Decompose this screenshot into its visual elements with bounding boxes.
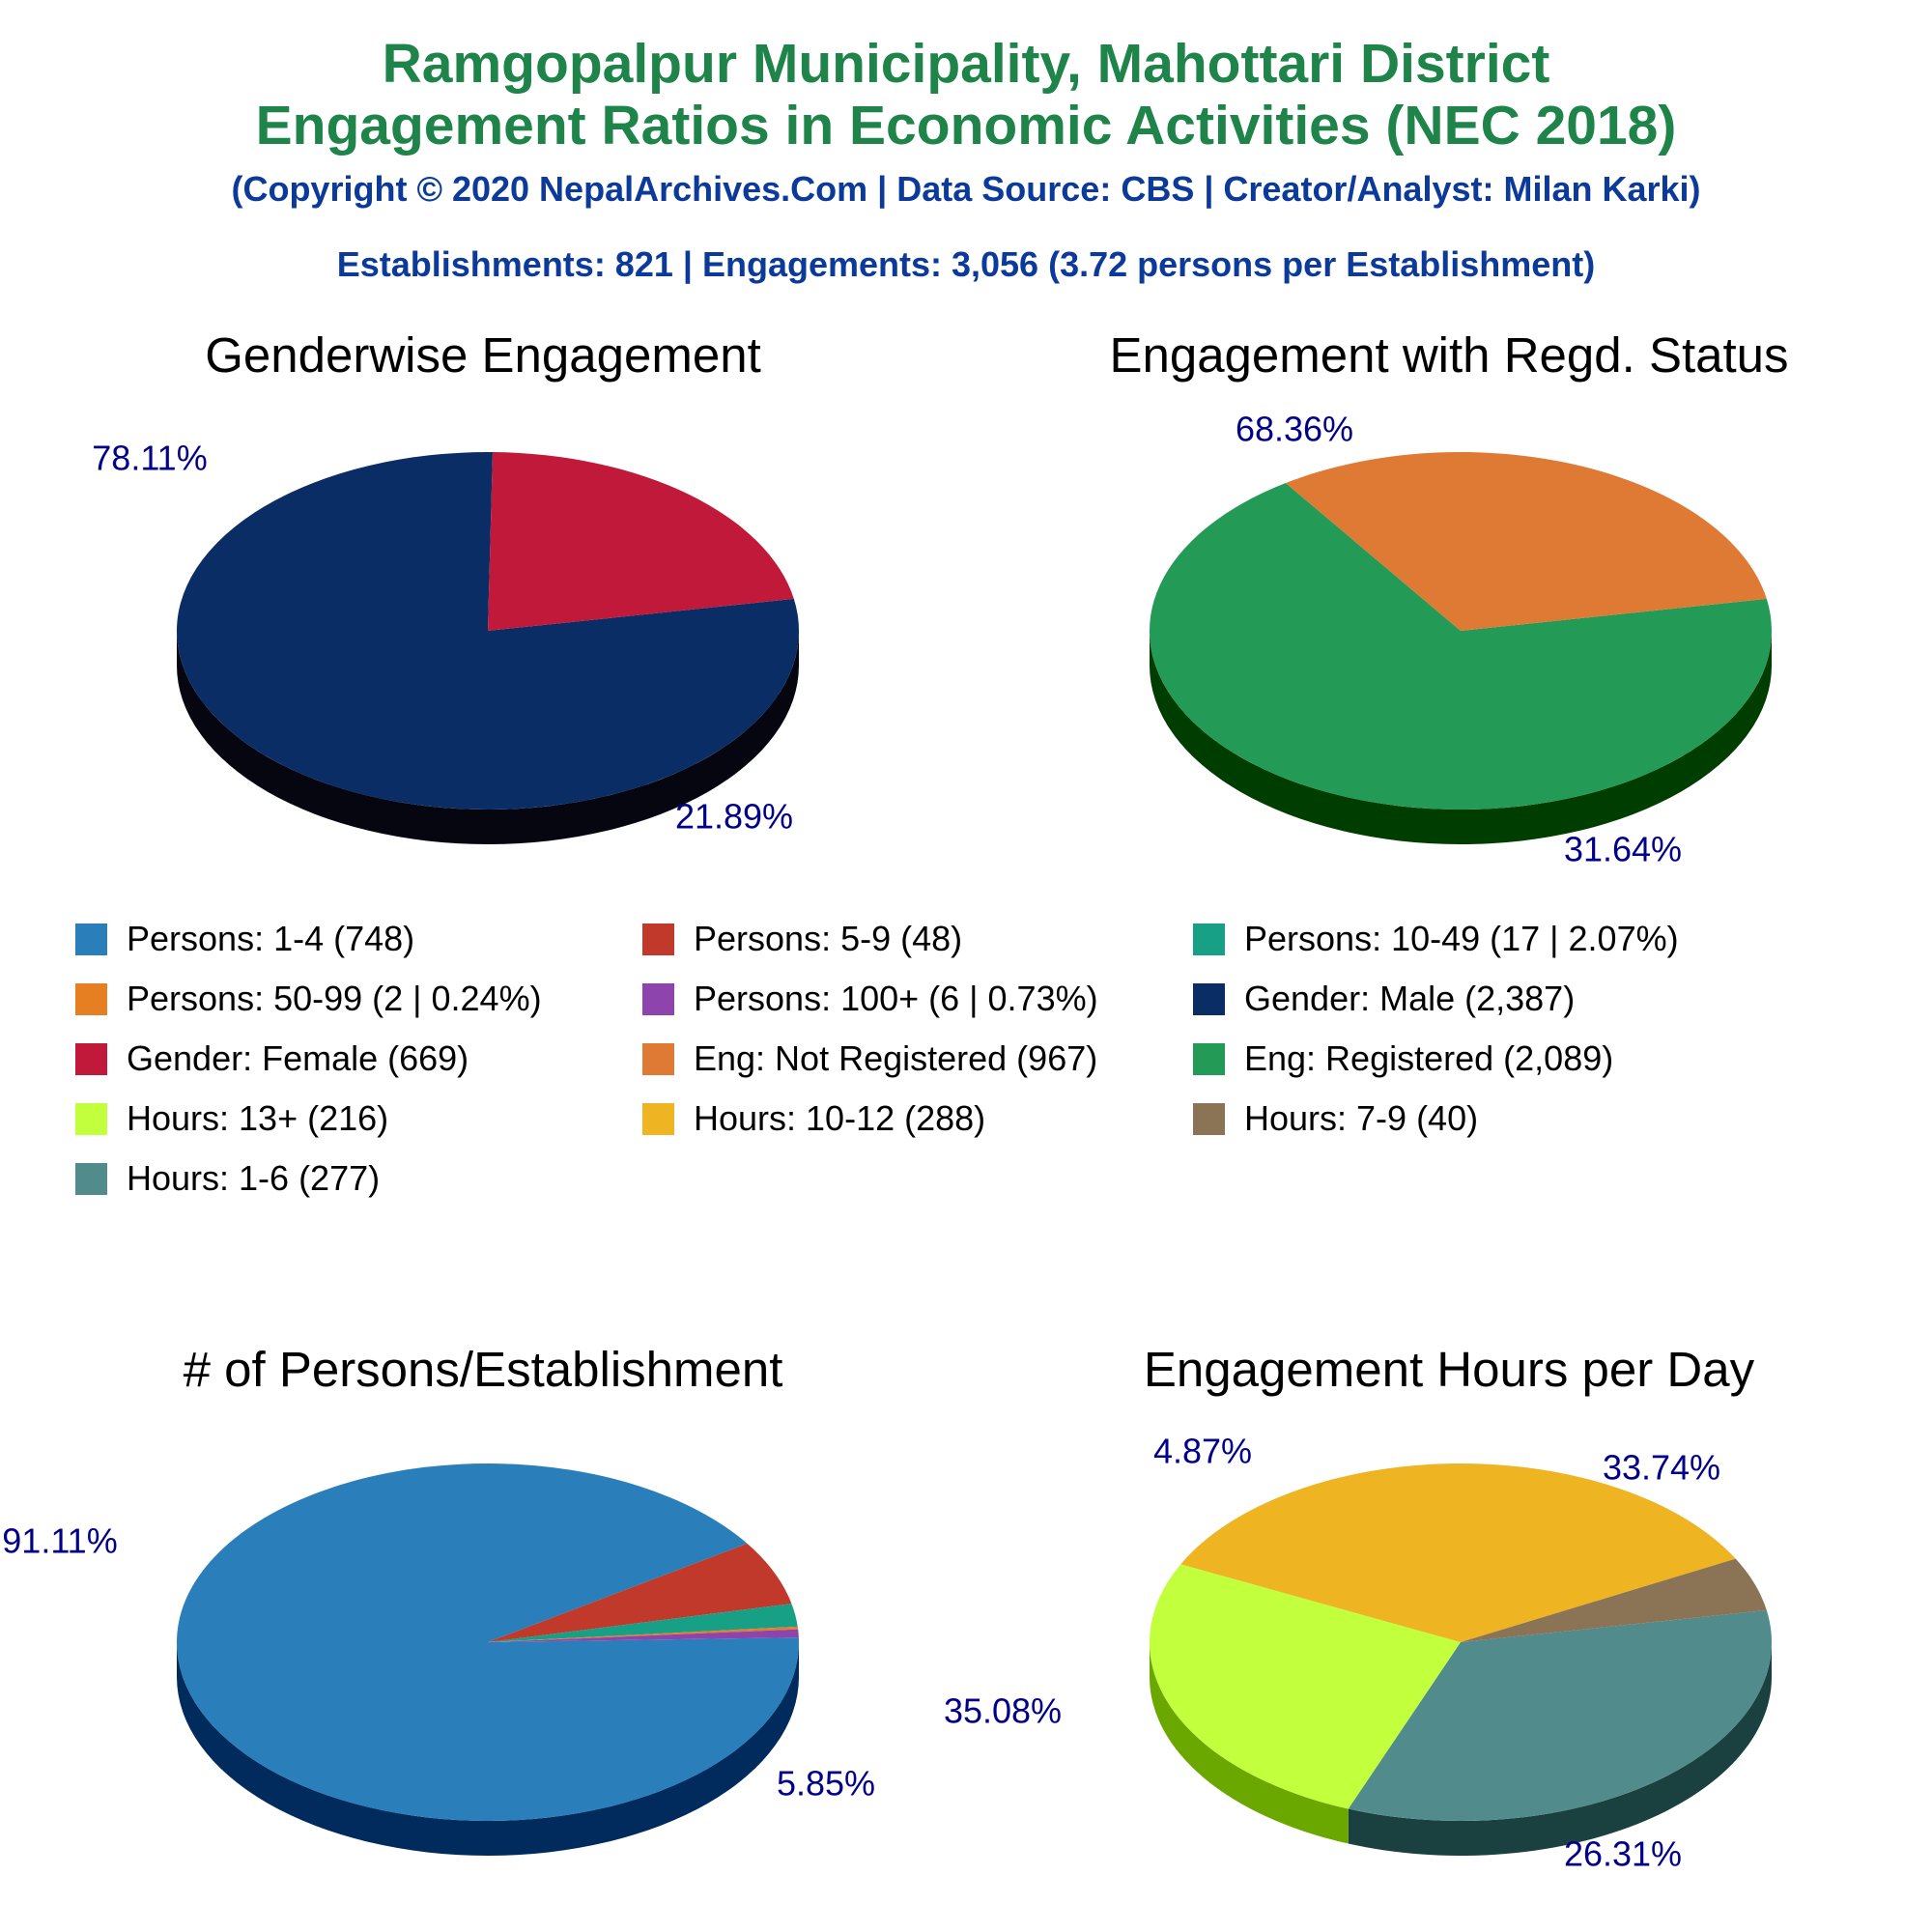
legend-swatch xyxy=(1193,923,1225,955)
pie-slice xyxy=(488,1629,799,1642)
legend-swatch xyxy=(75,982,107,1015)
legend-swatch xyxy=(1193,1042,1225,1075)
legend-label: Persons: 10-49 (17 | 2.07%) xyxy=(1244,919,1679,958)
legend-label: Hours: 7-9 (40) xyxy=(1244,1098,1479,1138)
pie-title-persons: # of Persons/Establishment xyxy=(183,1342,783,1397)
pie-slice xyxy=(488,1604,798,1642)
legend-item: Hours: 10-12 (288) xyxy=(642,1096,985,1141)
legend-item: Persons: 5-9 (48) xyxy=(642,917,962,961)
legend-label: Hours: 13+ (216) xyxy=(127,1098,389,1138)
chart-title-line-1: Ramgopalpur Municipality, Mahottari Dist… xyxy=(382,33,1550,95)
pie-slice xyxy=(1150,1564,1461,1809)
legend-label: Gender: Female (669) xyxy=(127,1038,469,1078)
legend-label: Eng: Registered (2,089) xyxy=(1244,1038,1614,1078)
legend-swatch xyxy=(1193,1102,1225,1135)
legend-label: Eng: Not Registered (967) xyxy=(694,1038,1098,1078)
pie-percent-label: 21.89% xyxy=(675,797,793,837)
legend-label: Persons: 100+ (6 | 0.73%) xyxy=(694,979,1098,1018)
pie-slice-side xyxy=(177,631,799,844)
pie-slice-side xyxy=(1150,631,1772,844)
pie-slice xyxy=(1180,1463,1736,1642)
pie-title-registration: Engagement with Regd. Status xyxy=(1109,327,1789,383)
pie-percent-label: 35.08% xyxy=(944,1691,1062,1731)
pie-slice-side xyxy=(1150,1642,1349,1844)
pie-slice xyxy=(1285,451,1767,631)
pie-slice xyxy=(488,1626,799,1642)
pie-title-gender: Genderwise Engagement xyxy=(205,327,761,383)
legend-item: Hours: 1-6 (277) xyxy=(75,1156,380,1201)
pie-chart: 68.36% 31.64% xyxy=(1150,410,1772,869)
legend-label: Hours: 10-12 (288) xyxy=(694,1098,986,1138)
legend-item: Persons: 50-99 (2 | 0.24%) xyxy=(75,977,542,1021)
legend-swatch xyxy=(75,1102,107,1135)
legend-swatch xyxy=(75,1042,107,1075)
legend-item: Hours: 7-9 (40) xyxy=(1193,1096,1478,1141)
summary-line: Establishments: 821 | Engagements: 3,056… xyxy=(336,244,1596,284)
legend-item: Persons: 1-4 (748) xyxy=(75,917,414,961)
pie-slice xyxy=(176,452,799,810)
pie-slice xyxy=(488,1543,792,1642)
pie-chart: 33.74% 26.31% 35.08% 4.87% xyxy=(944,1432,1773,1874)
legend-item: Gender: Male (2,387) xyxy=(1193,977,1575,1021)
chart-title-line-2: Engagement Ratios in Economic Activities… xyxy=(255,95,1677,156)
pie-percent-label: 78.11% xyxy=(92,439,207,478)
legend-label: Persons: 1-4 (748) xyxy=(127,919,415,958)
legend-item: Persons: 100+ (6 | 0.73%) xyxy=(642,977,1098,1021)
copyright-line: (Copyright © 2020 NepalArchives.Com | Da… xyxy=(231,169,1701,209)
legend-item: Gender: Female (669) xyxy=(75,1037,469,1081)
legend-swatch xyxy=(75,1162,107,1195)
pie-percent-label: 31.64% xyxy=(1564,830,1682,869)
legend-item: Eng: Not Registered (967) xyxy=(642,1037,1097,1081)
legend-swatch xyxy=(75,923,107,955)
legend-label: Persons: 5-9 (48) xyxy=(694,919,963,958)
pie-percent-label: 33.74% xyxy=(1603,1448,1720,1488)
legend-swatch xyxy=(642,923,674,955)
legend-item: Eng: Registered (2,089) xyxy=(1193,1037,1613,1081)
pie-slice xyxy=(1348,1609,1773,1822)
legend-label: Gender: Male (2,387) xyxy=(1244,979,1576,1018)
legend-item: Persons: 10-49 (17 | 2.07%) xyxy=(1193,917,1679,961)
legend-label: Persons: 50-99 (2 | 0.24%) xyxy=(127,979,542,1018)
pie-percent-label: 5.85% xyxy=(777,1764,875,1804)
pie-percent-label: 91.11% xyxy=(2,1521,117,1561)
legend-item: Hours: 13+ (216) xyxy=(75,1096,388,1141)
legend-swatch xyxy=(1193,982,1225,1015)
legend-label: Hours: 1-6 (277) xyxy=(127,1158,381,1198)
pie-percent-label: 68.36% xyxy=(1236,410,1353,449)
legend-swatch xyxy=(642,1102,674,1135)
pie-chart: 78.11% 21.89% xyxy=(92,439,799,844)
pie-slice xyxy=(1150,483,1772,810)
legend-swatch xyxy=(642,1042,674,1075)
legend-swatch xyxy=(642,982,674,1015)
pie-percent-label: 4.87% xyxy=(1153,1432,1252,1471)
pie-slice xyxy=(1461,1558,1767,1642)
pie-percent-label: 26.31% xyxy=(1564,1834,1682,1874)
pie-slice-side xyxy=(177,1642,799,1856)
pie-slice-side xyxy=(1348,1642,1772,1857)
pie-title-hours: Engagement Hours per Day xyxy=(1143,1342,1755,1397)
pie-chart: 91.11% 5.85% xyxy=(2,1463,875,1856)
pie-slice xyxy=(488,452,794,631)
